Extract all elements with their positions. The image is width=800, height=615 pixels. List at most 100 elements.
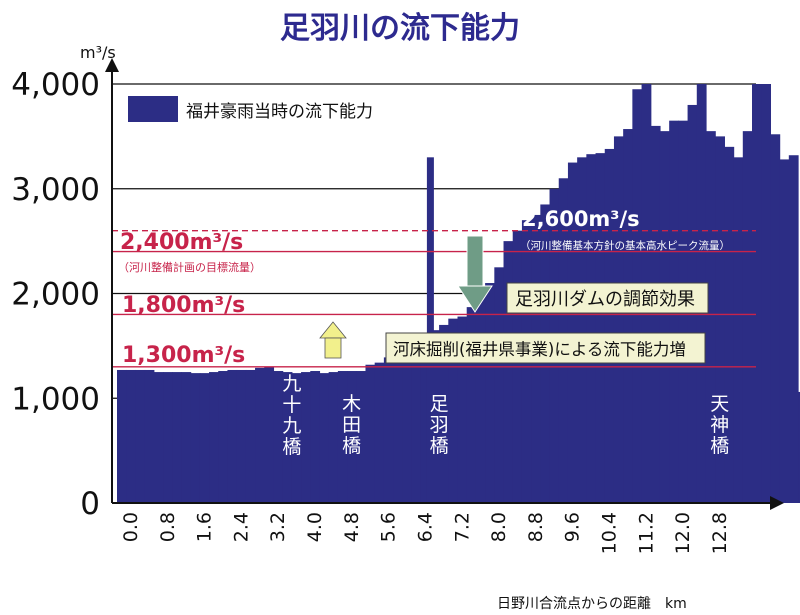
landmark-char: 神	[710, 414, 729, 436]
bar	[328, 372, 339, 503]
bar-spike	[426, 157, 434, 503]
x-axis-arrow	[770, 496, 784, 510]
ref-1800-label: 1,800m³/s	[122, 293, 245, 318]
bar	[439, 324, 449, 503]
y-tick-label: 0	[80, 486, 100, 522]
x-tick-label: 0.8	[157, 512, 179, 542]
bar	[724, 146, 735, 503]
landmark-char: 橋	[282, 436, 301, 458]
bar	[255, 367, 265, 503]
bar	[135, 369, 146, 503]
bar	[779, 159, 790, 504]
x-tick-label: 11.2	[635, 512, 657, 554]
ref-2400-label: 2,400m³/s	[120, 230, 243, 255]
x-tick-label: 1.6	[194, 512, 216, 542]
ref-2600-label: 2,600m³/s	[522, 207, 640, 231]
y-tick-label: 1,000	[11, 381, 100, 417]
x-tick-label: 5.6	[378, 512, 400, 542]
x-tick-label: 12.8	[709, 512, 731, 554]
bar	[236, 369, 247, 503]
x-tick-label: 12.0	[672, 512, 694, 554]
bar	[761, 84, 772, 503]
bar	[393, 353, 403, 503]
legend-swatch	[128, 96, 178, 122]
bar	[310, 371, 321, 503]
reference-lines	[112, 229, 756, 368]
x-tick-label: 6.4	[414, 512, 436, 542]
x-tick-label: 4.0	[304, 512, 326, 542]
landmark-char: 橋	[342, 435, 361, 457]
ref-2600-note: （河川整備基本方針の基本高水ピーク流量）	[520, 239, 730, 252]
bar	[172, 372, 183, 503]
landmark-char: 田	[342, 414, 361, 436]
bar	[347, 371, 357, 503]
bar	[218, 371, 229, 503]
y-unit-label: m³/s	[80, 43, 116, 62]
bar	[798, 391, 800, 503]
landmark-char: 足	[430, 393, 449, 415]
bar	[742, 131, 753, 503]
x-tick-label: 4.8	[341, 512, 363, 542]
bar	[420, 335, 431, 503]
bar	[163, 372, 173, 503]
bar	[623, 129, 633, 504]
bar	[301, 372, 311, 503]
bar	[209, 372, 219, 503]
bar	[577, 157, 587, 503]
bar	[752, 84, 762, 503]
bar	[383, 357, 394, 503]
bar	[282, 372, 293, 503]
landmark-char: 天	[710, 393, 729, 415]
ref-1300-label: 1,300m³/s	[122, 343, 245, 368]
bar	[448, 318, 459, 503]
bar	[356, 371, 367, 503]
bar	[319, 373, 330, 503]
bar	[770, 134, 781, 503]
bar	[190, 373, 201, 503]
bar	[788, 155, 799, 504]
y-axis-arrow	[105, 58, 119, 72]
y-tick-label: 2,000	[11, 277, 100, 313]
y-tick-label: 4,000	[11, 67, 100, 103]
x-tick-label: 10.4	[599, 512, 621, 554]
dam-effect-text: 足羽川ダムの調節効果	[515, 289, 695, 310]
bar	[411, 342, 422, 503]
bar	[126, 369, 137, 503]
bar	[604, 148, 615, 503]
landmark-char: 橋	[710, 435, 729, 457]
x-tick-label: 7.2	[451, 512, 473, 542]
bar	[715, 136, 725, 503]
legend-label: 福井豪雨当時の流下能力	[186, 101, 373, 122]
dredge-effect-text: 河床掘削(福井県事業)による流下能力増	[393, 340, 686, 359]
x-tick-label: 2.4	[230, 512, 252, 542]
bar	[466, 307, 477, 503]
bar	[659, 131, 670, 503]
landmark-char: 九	[282, 373, 301, 395]
landmark-char: 十	[282, 394, 301, 416]
x-tick-label: 3.2	[267, 512, 289, 542]
bar	[402, 347, 413, 503]
x-tick-label: 9.6	[562, 512, 584, 542]
bar	[494, 267, 505, 503]
landmark-char: 橋	[430, 435, 449, 457]
bar	[337, 371, 348, 503]
bar	[153, 372, 164, 503]
dam-effect-arrow	[457, 235, 493, 313]
x-tick-label: 8.8	[525, 512, 547, 542]
landmark-char: 木	[342, 393, 361, 415]
x-tick-labels: 0.0 0.8 1.6 2.4 3.2 4.0 4.8 5.6 6.4 7.2 8.0 8.8 9.6 1…	[120, 512, 731, 554]
bar	[181, 372, 192, 503]
bar	[374, 362, 385, 503]
bar	[273, 371, 284, 503]
bar	[291, 373, 302, 503]
y-tick-labels: 0 1,000 2,000 3,000 4,000	[11, 67, 100, 522]
chart-title: 足羽川の流下能力	[280, 11, 520, 46]
dam-effect-box: 足羽川ダムの調節効果	[506, 282, 709, 314]
bar	[586, 154, 597, 503]
axes	[105, 58, 784, 510]
bar	[227, 369, 238, 503]
bar	[595, 153, 606, 503]
bar	[144, 369, 155, 503]
